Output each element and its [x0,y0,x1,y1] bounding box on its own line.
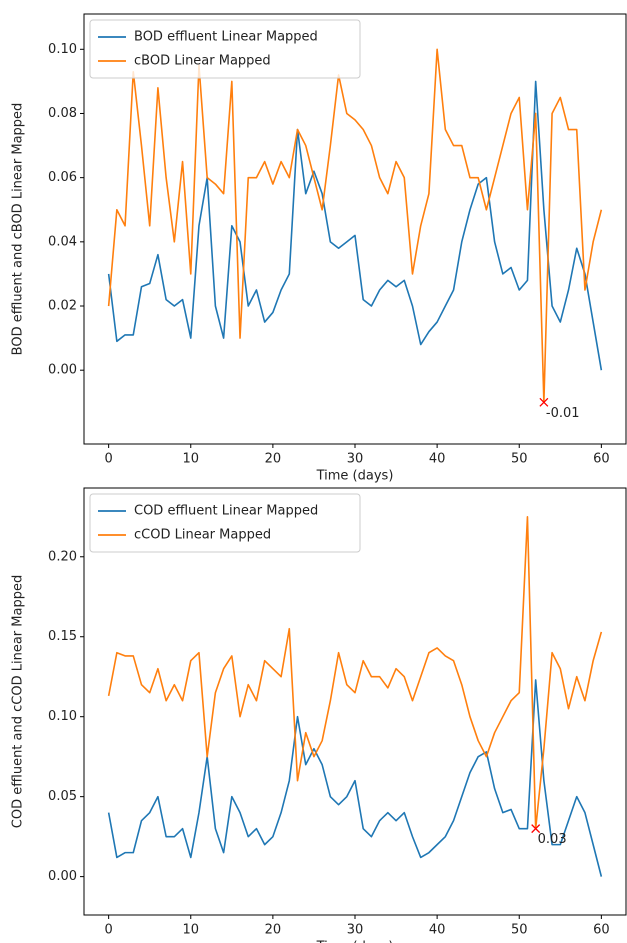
y-tick-label: 0.10 [48,42,77,57]
legend-label: COD effluent Linear Mapped [134,504,318,519]
x-tick-label: 10 [182,923,199,938]
x-tick-label: 60 [593,923,610,938]
series-line [107,80,603,371]
axes-frame [83,487,627,916]
y-axis-label: COD effluent and cCOD Linear Mapped [11,575,26,828]
marker [531,824,541,834]
x-tick-label: 0 [104,923,112,938]
y-tick-label: 0.02 [48,299,77,314]
marker-label: 0.03 [538,832,567,847]
x-tick-label: 20 [265,923,282,938]
x-tick-label: 20 [265,452,282,467]
x-tick-label: 0 [104,452,112,467]
y-tick-label: 0.20 [48,549,77,564]
y-tick-label: 0.08 [48,106,77,121]
legend-label: cCOD Linear Mapped [134,528,271,543]
axes-frame [83,13,627,445]
y-tick-label: 0.06 [48,170,77,185]
series-line [107,679,603,877]
x-axis-label: Time (days) [316,940,394,943]
y-tick-label: 0.15 [48,629,77,644]
x-tick-label: 30 [347,923,364,938]
x-tick-label: 40 [429,452,446,467]
marker-label: -0.01 [546,406,580,421]
legend-label: cBOD Linear Mapped [134,54,271,69]
series-line [107,48,603,404]
y-tick-label: 0.04 [48,234,77,249]
y-tick-label: 0.00 [48,869,77,884]
legend: BOD effluent Linear Mapped cBOD Linear Ma… [89,19,361,79]
marker [539,397,549,407]
y-tick-label: 0.10 [48,709,77,724]
series-line [107,515,603,830]
y-axis-label: BOD effluent and cBOD Linear Mapped [11,103,26,356]
x-tick-label: 30 [347,452,364,467]
x-tick-label: 40 [429,923,446,938]
x-tick-label: 10 [182,452,199,467]
x-tick-label: 50 [511,452,528,467]
legend-label: BOD effluent Linear Mapped [134,30,318,45]
legend-box [89,19,361,79]
x-axis-label: Time (days) [316,469,394,484]
legend: COD effluent Linear Mapped cCOD Linear Ma… [89,493,361,553]
legend-box [89,493,361,553]
plot-area: 0 10 20 30 40 50 60 0.00 0.05 0.10 0.15 0.20 0.03 Tim… [11,487,627,943]
x-tick-label: 60 [593,452,610,467]
y-tick-label: 0.05 [48,789,77,804]
y-tick-label: 0.00 [48,363,77,378]
plot-area: 0 10 20 30 40 50 60 0.00 0.02 0.04 0.06 0.08 0.10 -0.… [11,13,627,484]
x-tick-label: 50 [511,923,528,938]
